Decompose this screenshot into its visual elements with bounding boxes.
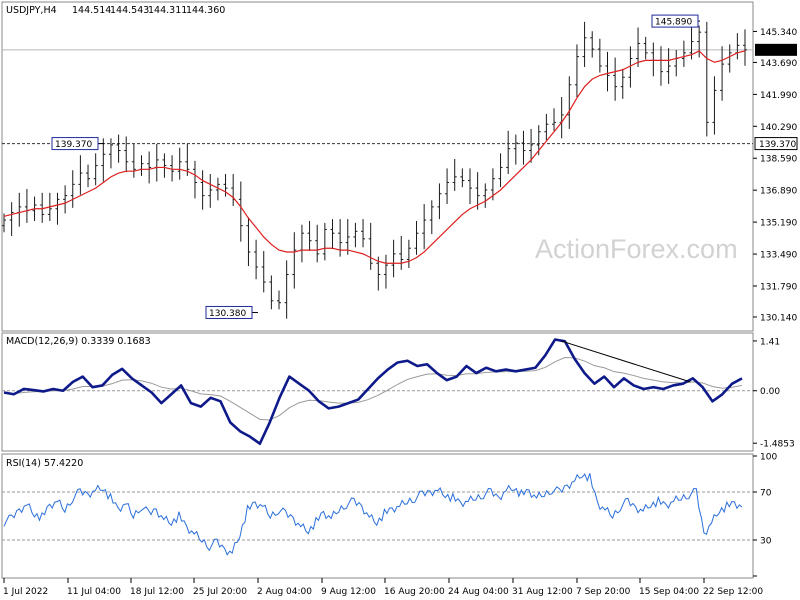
x-tick-label-3: 25 Jul 20:00 [193, 587, 247, 597]
macd-layer [2, 338, 753, 446]
price-y-tick-label-1: 143.690 [760, 59, 797, 69]
price-header-open: 144.514 [72, 5, 111, 16]
macd-y-tick-label-2: -1.4853 [760, 440, 795, 450]
rsi-layer [2, 473, 753, 556]
current-price-label: 144.360 [759, 46, 796, 56]
rsi-y-tick-label-0: 100 [760, 453, 777, 463]
x-tick-label-2: 18 Jul 12:00 [130, 587, 184, 597]
price-y-tick-label-9: 130.140 [760, 313, 797, 323]
level-axis-box-0 [754, 137, 798, 151]
rsi-header: RSI(14) 57.4220 [6, 458, 83, 469]
price-y-tick-label-7: 133.490 [760, 251, 797, 261]
x-tick-label-9: 7 Sep 20:00 [576, 587, 631, 597]
level-axis-label-0: 139.370 [759, 140, 796, 150]
price-y-tick-label-0: 145.340 [760, 28, 797, 38]
macd-trendline [561, 340, 691, 383]
x-tick-label-4: 2 Aug 04:00 [257, 587, 312, 597]
x-tick-label-6: 16 Aug 20:00 [384, 587, 445, 597]
macd-panel [1, 332, 754, 452]
price-header-low: 144.311 [148, 5, 187, 16]
price-y-tick-label-5: 136.890 [760, 187, 797, 197]
x-tick-label-1: 11 Jul 04:00 [67, 587, 121, 597]
annotation-label-2: 130.380 [209, 309, 246, 319]
x-tick-label-11: 22 Sep 12:00 [703, 587, 763, 597]
macd-y-tick-label-0: 1.41 [760, 337, 780, 347]
annotation-label-0: 145.890 [655, 18, 692, 28]
price-header-symbol: USDJPY,H4 [6, 5, 57, 16]
axis-layer: 145.340 143.690 141.990 140.290 138.590 136.8… [3, 28, 798, 597]
price-y-tick-label-4: 138.590 [760, 155, 797, 165]
x-tick-label-5: 9 Aug 12:00 [321, 587, 376, 597]
x-tick-label-7: 24 Aug 04:00 [448, 587, 509, 597]
price-y-tick-label-6: 135.190 [760, 219, 797, 229]
rsi-y-tick-label-2: 30 [760, 537, 772, 547]
price-header-high: 144.543 [110, 5, 149, 16]
watermark: ActionForex.com [535, 234, 738, 264]
price-panel [1, 1, 754, 332]
current-price-box [755, 43, 797, 56]
rsi-panel [1, 453, 754, 579]
macd-y-tick-label-1: 0.00 [760, 387, 780, 397]
macd-signal-line [4, 357, 743, 421]
price-y-tick-label-8: 131.790 [760, 282, 797, 292]
x-tick-label-0: 1 Jul 2022 [3, 587, 48, 597]
annotation-box-1 [51, 137, 99, 151]
annotation-label-1: 139.370 [55, 140, 92, 150]
macd-header: MACD(12,26,9) 0.3339 0.1683 [6, 336, 151, 347]
macd-main-line [3, 338, 743, 446]
rsi-line [3, 473, 743, 556]
annotation-box-0 [651, 14, 699, 28]
price-header-close: 144.360 [186, 5, 225, 16]
moving-average-line [3, 50, 746, 264]
price-y-tick-label-2: 141.990 [760, 91, 797, 101]
x-tick-label-8: 31 Aug 12:00 [512, 587, 573, 597]
rsi-y-tick-label-1: 70 [760, 489, 772, 499]
price-layer: 145.890 139.370 130.380 [2, 14, 753, 319]
x-tick-label-10: 15 Sep 04:00 [639, 587, 699, 597]
annotation-box-2 [205, 305, 253, 319]
price-y-tick-label-3: 140.290 [760, 123, 797, 133]
